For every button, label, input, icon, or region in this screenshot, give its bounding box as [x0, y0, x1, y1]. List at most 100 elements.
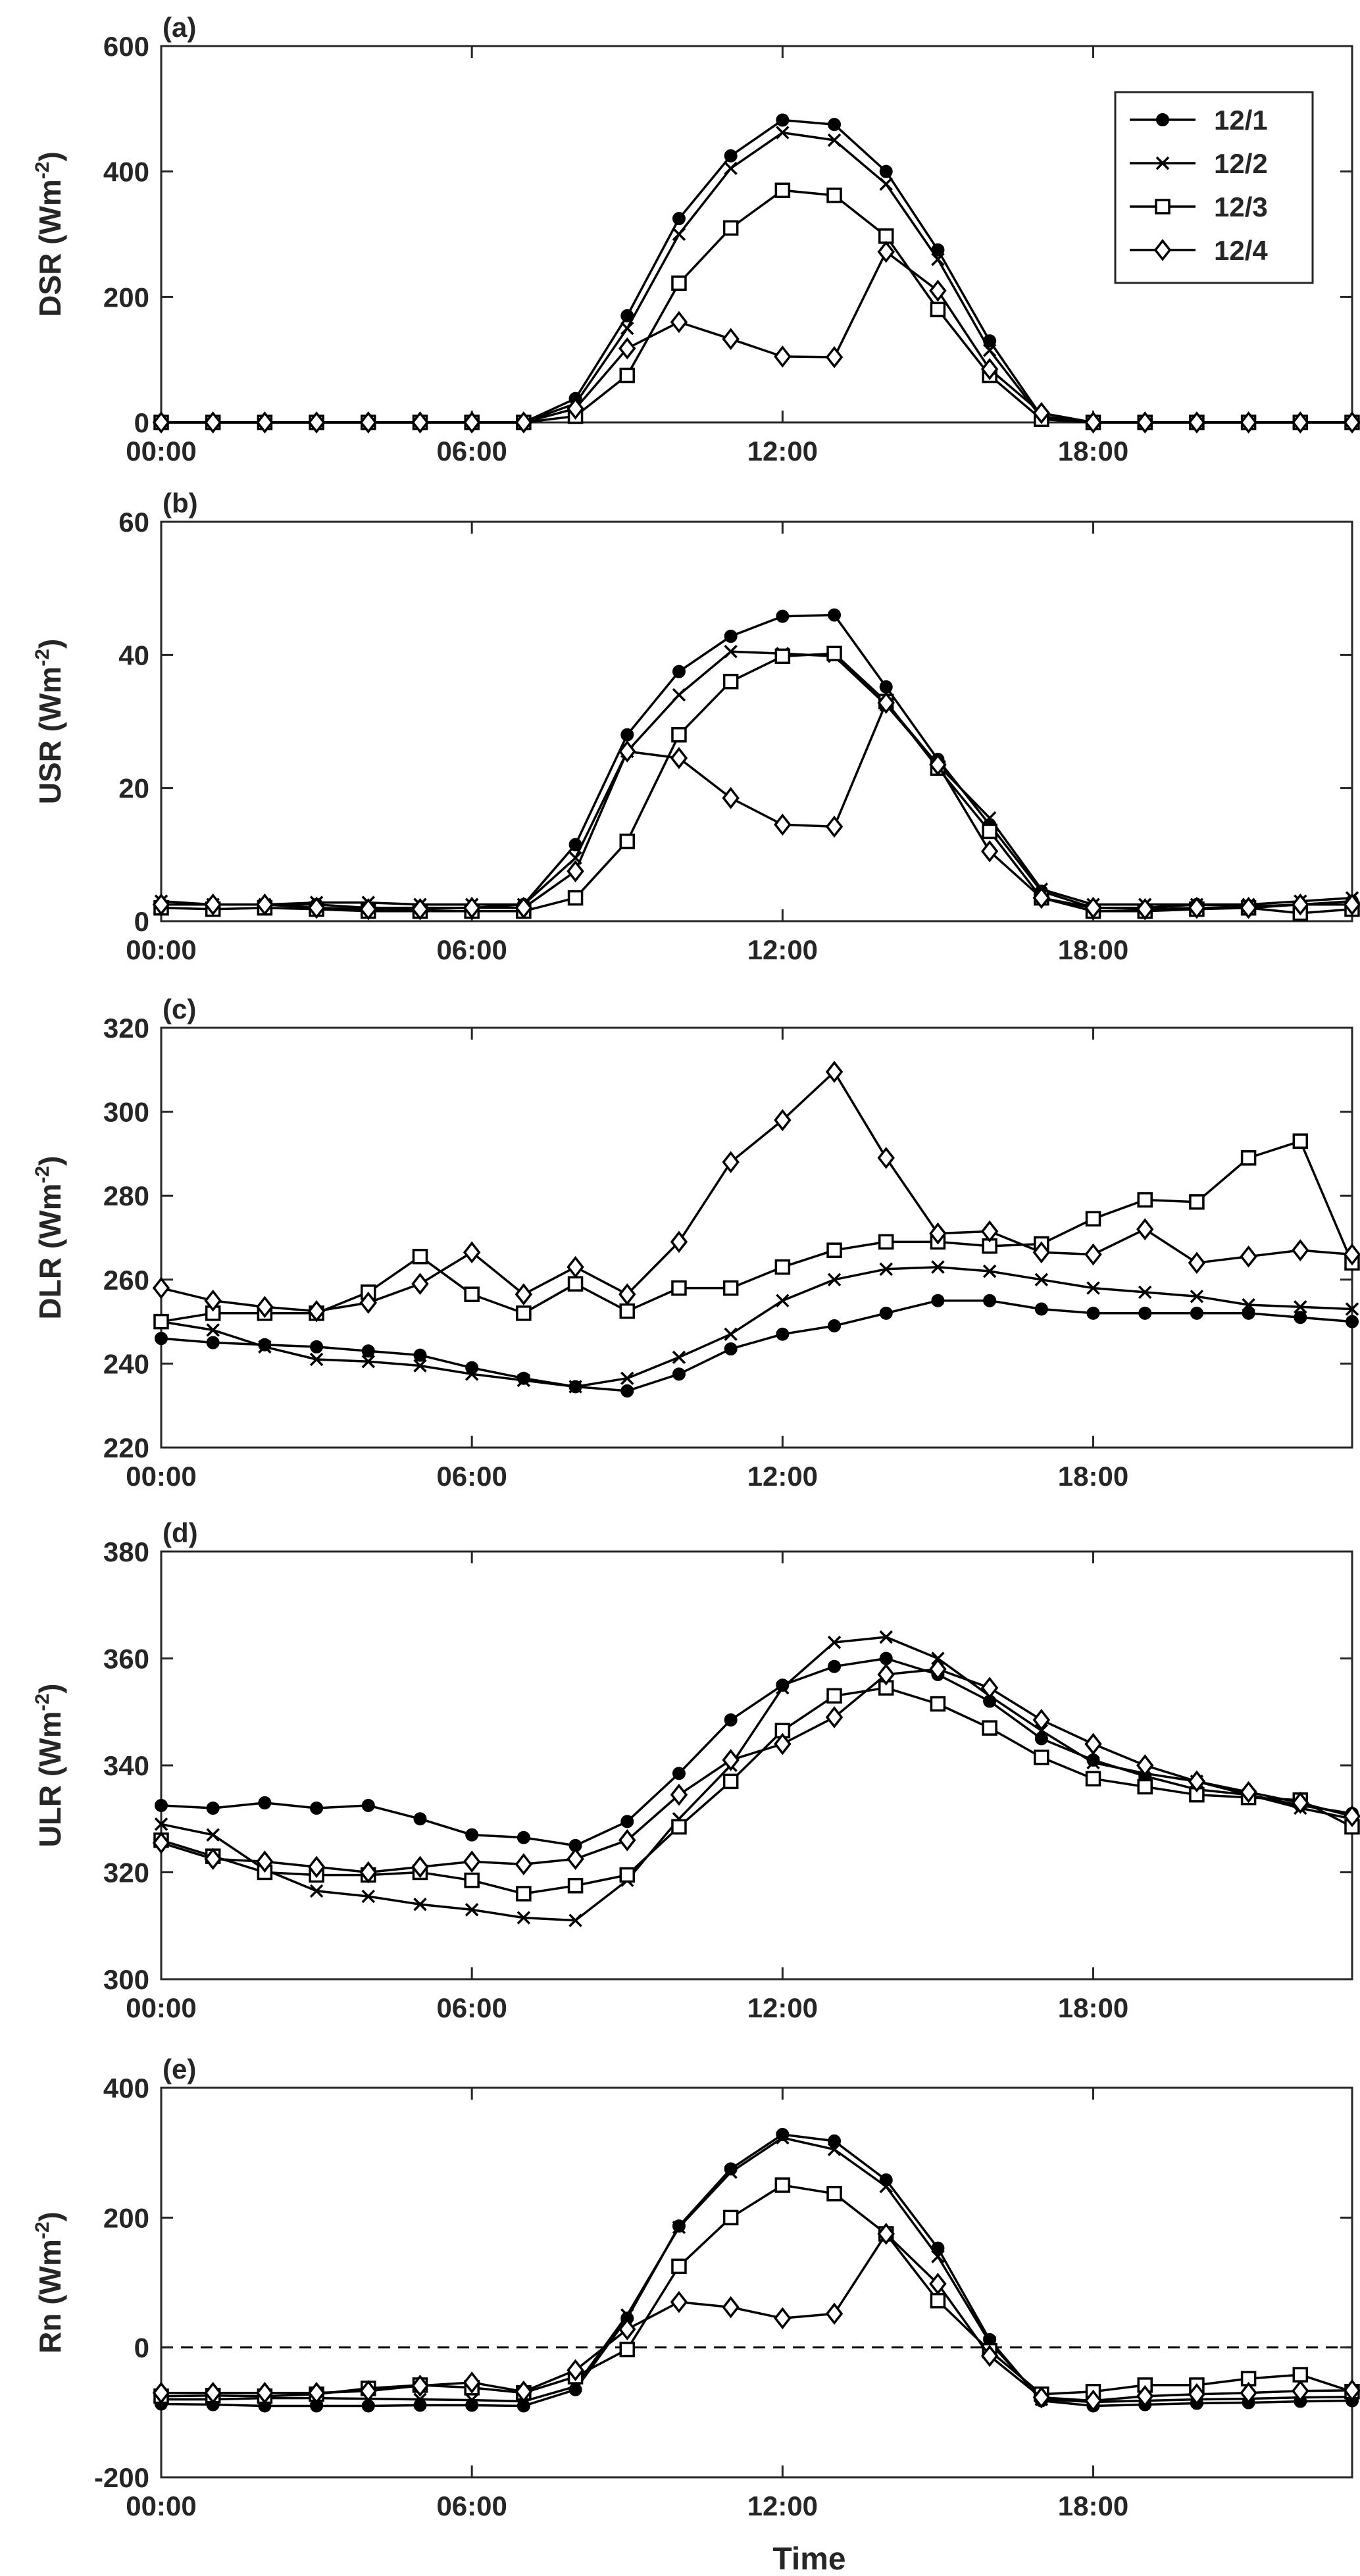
- cross-marker: [879, 177, 893, 191]
- y-axis-title-superscript: -2: [32, 1166, 53, 1184]
- diamond-marker: [359, 1292, 378, 1314]
- legend-label: 12/4: [1214, 235, 1268, 266]
- legend-entry: 12/3: [1130, 191, 1268, 222]
- diamond-marker: [204, 2381, 222, 2404]
- square-marker: [1085, 1771, 1101, 1787]
- square-marker: [982, 1720, 997, 1736]
- diamond-marker: [256, 2381, 274, 2404]
- square-marker: [671, 726, 687, 743]
- filled-circle-marker: [672, 1767, 686, 1780]
- filled-circle-marker: [879, 680, 893, 694]
- series-line: [161, 2133, 1353, 2408]
- series-line: [161, 652, 1353, 915]
- cross-marker: [465, 1903, 479, 1917]
- diamond-marker: [1343, 2379, 1360, 2402]
- diamond-marker: [567, 2359, 584, 2382]
- cross-marker: [672, 688, 686, 702]
- legend-label: 12/1: [1214, 105, 1268, 136]
- diamond-marker: [929, 1657, 947, 1680]
- cross-marker: [413, 1898, 427, 1911]
- y-tick-label: 240: [103, 1348, 149, 1379]
- diamond-marker: [1292, 1239, 1309, 1261]
- square-marker: [930, 301, 946, 318]
- square-marker: [671, 1280, 687, 1296]
- y-tick-label: 280: [103, 1180, 149, 1211]
- diamond-marker: [670, 311, 688, 334]
- cross-marker: [1294, 1300, 1307, 1314]
- diamond-marker: [256, 1296, 274, 1319]
- x-axis-title: Time: [772, 2542, 845, 2576]
- filled-circle-marker: [879, 1652, 893, 1665]
- diamond-marker: [307, 411, 326, 434]
- diamond-marker: [670, 747, 688, 769]
- series-line: [161, 1299, 1353, 1392]
- x-tick-label: 12:00: [747, 934, 818, 965]
- square-marker: [982, 823, 997, 840]
- diamond-marker: [204, 1848, 222, 1871]
- diamond-marker: [256, 893, 274, 916]
- diamond-marker: [411, 411, 429, 434]
- y-axis-title-close: ): [33, 639, 67, 649]
- y-axis-title-superscript: -2: [32, 2221, 53, 2239]
- cross-marker: [827, 2142, 842, 2156]
- series-line: [161, 2184, 1353, 2398]
- x-tick-label: 12:00: [747, 1461, 818, 1492]
- cross-marker: [154, 1817, 168, 1831]
- filled-circle-marker: [828, 1319, 842, 1332]
- panel-label: (b): [163, 488, 198, 518]
- diamond-marker: [152, 411, 170, 434]
- diamond-marker: [307, 1856, 326, 1879]
- diamond-marker: [618, 2318, 636, 2340]
- cross-marker: [672, 227, 686, 241]
- legend-label: 12/3: [1214, 191, 1268, 222]
- cross-marker: [1190, 1290, 1204, 1303]
- series-line: [161, 2136, 1353, 2404]
- cross-marker: [724, 645, 738, 659]
- diamond-marker: [307, 896, 326, 919]
- chart-panel-a: 0 200 400 600 00:00 06:00 12:00 18:00 (a) DSR (Wm…: [32, 12, 1360, 467]
- diamond-marker: [359, 897, 378, 921]
- cross-marker: [1086, 1755, 1100, 1770]
- diamond-marker: [825, 346, 844, 368]
- filled-circle-marker: [828, 1659, 842, 1673]
- y-tick-label: 220: [103, 1432, 149, 1463]
- square-marker: [412, 1248, 428, 1265]
- filled-circle-marker: [413, 2398, 427, 2412]
- cross-marker: [776, 2131, 790, 2145]
- y-tick-label: 260: [103, 1265, 149, 1296]
- diamond-marker: [152, 1831, 170, 1854]
- filled-circle-marker: [206, 1336, 220, 1350]
- diamond-marker: [774, 345, 792, 368]
- diamond-marker: [929, 753, 947, 776]
- diamond-marker: [411, 1273, 429, 1296]
- diamond-marker: [463, 1241, 481, 1264]
- diamond-marker: [463, 1850, 481, 1873]
- cross-marker: [1345, 1302, 1359, 1316]
- diamond-marker: [774, 813, 792, 836]
- x-tick-label: 18:00: [1058, 2490, 1128, 2521]
- square-marker: [826, 1688, 842, 1704]
- cross-marker: [361, 1354, 376, 1369]
- series-line: [161, 650, 1353, 906]
- diamond-marker: [515, 411, 533, 434]
- y-axis-title-main: ULR (Wm: [33, 1711, 67, 1848]
- cross-marker: [620, 321, 634, 336]
- y-axis-title: DSR (Wm-2): [32, 151, 67, 317]
- x-tick-label: 06:00: [436, 436, 507, 467]
- cross-marker: [206, 1323, 220, 1337]
- y-tick-label: 300: [103, 1964, 149, 1995]
- cross-marker: [465, 1367, 479, 1381]
- filled-circle-marker: [465, 1361, 479, 1375]
- diamond-marker: [618, 337, 636, 360]
- filled-circle-marker: [361, 1798, 375, 1812]
- chart-panel-b: 0 20 40 60 00:00 06:00 12:00 18:00 (b) USR (Wm-2): [32, 488, 1360, 965]
- diamond-marker: [1292, 1792, 1309, 1814]
- cross-marker: [258, 1340, 272, 1354]
- y-tick-label: 60: [118, 507, 149, 538]
- y-axis-title-close: ): [33, 2211, 67, 2221]
- cross-marker: [1155, 156, 1170, 170]
- y-tick-label: 200: [103, 282, 149, 313]
- series-12-1: [155, 1294, 1359, 1398]
- series-12-4: [152, 240, 1360, 434]
